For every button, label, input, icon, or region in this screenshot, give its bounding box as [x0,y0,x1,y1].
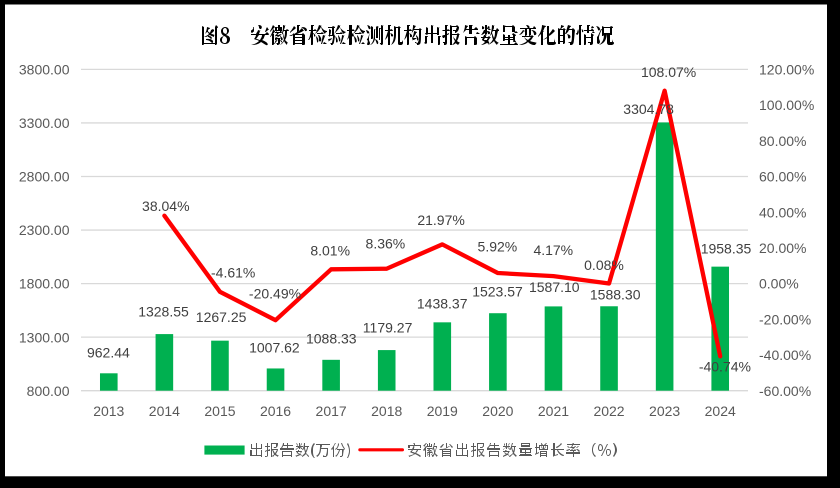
svg-text:1800.00: 1800.00 [19,276,70,292]
svg-text:2023: 2023 [649,403,680,419]
svg-text:5.92%: 5.92% [478,238,518,254]
svg-text:4.17%: 4.17% [533,242,573,258]
svg-text:-60.00%: -60.00% [759,383,811,399]
svg-text:100.00%: 100.00% [759,97,814,113]
svg-text:2019: 2019 [427,403,458,419]
svg-text:108.07%: 108.07% [641,64,696,80]
svg-text:3304.78: 3304.78 [623,101,674,117]
svg-text:800.00: 800.00 [27,383,70,399]
svg-text:-4.61%: -4.61% [211,264,255,280]
svg-text:20.00%: 20.00% [759,240,806,256]
svg-text:1958.35: 1958.35 [701,241,752,257]
svg-text:38.04%: 38.04% [142,198,189,214]
svg-text:3800.00: 3800.00 [19,62,70,78]
svg-text:8.36%: 8.36% [366,235,406,251]
svg-text:1007.62: 1007.62 [249,340,300,356]
svg-text:3300.00: 3300.00 [19,115,70,131]
svg-text:-40.74%: -40.74% [699,359,751,375]
svg-text:1523.57: 1523.57 [472,283,523,299]
svg-text:2015: 2015 [204,403,235,419]
svg-text:1328.55: 1328.55 [138,303,189,319]
svg-text:2800.00: 2800.00 [19,169,70,185]
svg-text:2021: 2021 [538,403,569,419]
svg-text:1588.30: 1588.30 [590,286,641,302]
svg-text:1300.00: 1300.00 [19,329,70,345]
svg-text:1587.10: 1587.10 [529,279,580,295]
svg-text:80.00%: 80.00% [759,133,806,149]
svg-text:1088.33: 1088.33 [306,330,357,346]
svg-text:2018: 2018 [371,403,402,419]
svg-text:2024: 2024 [705,403,736,419]
svg-text:2020: 2020 [482,403,513,419]
svg-text:1438.37: 1438.37 [417,296,468,312]
svg-text:1179.27: 1179.27 [363,319,413,335]
svg-text:60.00%: 60.00% [759,169,806,185]
svg-text:-20.00%: -20.00% [759,311,811,327]
svg-text:2017: 2017 [316,403,347,419]
svg-text:21.97%: 21.97% [417,212,464,228]
svg-text:-40.00%: -40.00% [759,347,811,363]
svg-text:1267.25: 1267.25 [196,309,247,325]
svg-text:0.00%: 0.00% [759,276,799,292]
svg-text:40.00%: 40.00% [759,204,806,220]
svg-text:-20.49%: -20.49% [249,285,301,301]
svg-text:0.08%: 0.08% [584,257,624,273]
svg-text:2013: 2013 [93,403,124,419]
svg-text:120.00%: 120.00% [759,62,814,78]
svg-text:2014: 2014 [149,403,180,419]
svg-text:962.44: 962.44 [87,344,130,360]
svg-text:2016: 2016 [260,403,291,419]
svg-text:2022: 2022 [593,403,624,419]
svg-text:2300.00: 2300.00 [19,222,70,238]
svg-text:8.01%: 8.01% [310,243,350,259]
